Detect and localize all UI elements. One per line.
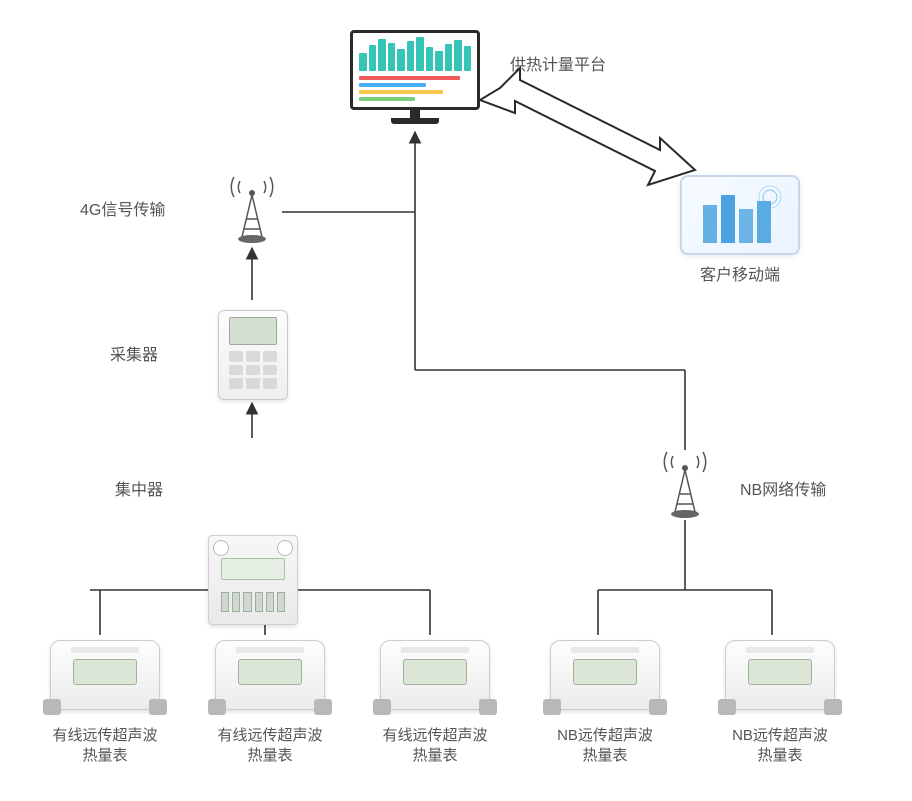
platform-label: 供热计量平台	[510, 55, 606, 77]
dashboard-screen	[350, 30, 480, 110]
meter-device-icon	[50, 640, 160, 710]
meter-label: 有线远传超声波热量表	[382, 726, 487, 767]
antenna-nb	[655, 450, 715, 520]
platform-monitor	[350, 30, 480, 130]
bidirectional-arrow	[480, 68, 695, 185]
concentrator-device	[208, 535, 298, 625]
mobile-client	[680, 175, 800, 255]
meter-device-icon	[550, 640, 660, 710]
meter-label: 有线远传超声波热量表	[217, 726, 322, 767]
diagram-stage: 供热计量平台 客户移动端 4G信号传输	[0, 0, 912, 801]
meter-label: NB远传超声波热量表	[557, 726, 653, 767]
mobile-client-label: 客户移动端	[700, 265, 780, 287]
concentrator-label: 集中器	[115, 480, 163, 502]
meter-label: NB远传超声波热量表	[732, 726, 828, 767]
meter-device-icon	[215, 640, 325, 710]
heat-meter: NB远传超声波热量表	[720, 640, 840, 767]
signal-4g-label: 4G信号传输	[80, 200, 165, 222]
nb-transmission-label: NB网络传输	[740, 480, 826, 502]
collector-device	[218, 310, 288, 400]
meter-label: 有线远传超声波热量表	[52, 726, 157, 767]
antenna-icon	[655, 450, 715, 520]
heat-meter: 有线远传超声波热量表	[45, 640, 165, 767]
antenna-icon	[222, 175, 282, 245]
collector-label: 采集器	[110, 345, 158, 367]
meter-device-icon	[725, 640, 835, 710]
heat-meter: 有线远传超声波热量表	[210, 640, 330, 767]
meter-device-icon	[380, 640, 490, 710]
antenna-4g	[222, 175, 282, 245]
buildings-icon	[695, 185, 785, 245]
heat-meter: 有线远传超声波热量表	[375, 640, 495, 767]
heat-meter: NB远传超声波热量表	[545, 640, 665, 767]
